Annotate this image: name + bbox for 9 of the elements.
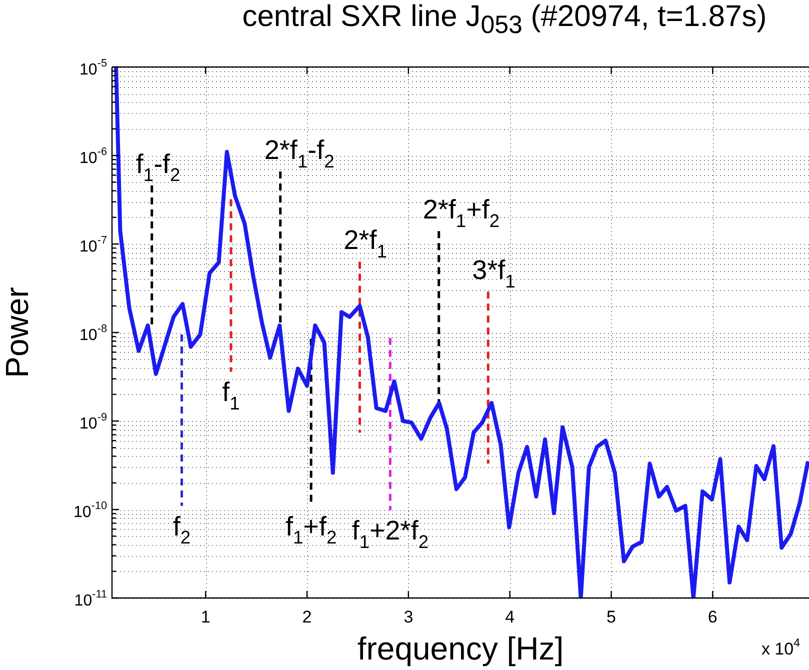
- y-axis-title: Power: [0, 286, 36, 378]
- x-tick-label: 4: [505, 608, 515, 627]
- x-tick-label: 3: [404, 608, 414, 627]
- chart-title: central SXR line J$_{053}$ (#20974, t=1.87s): [241, 0, 768, 40]
- x-tick-label: 5: [606, 608, 616, 627]
- x-tick-label: 1: [200, 608, 210, 627]
- x-tick-label: 6: [708, 608, 718, 627]
- x-tick-label: 2: [302, 608, 312, 627]
- x-axis-title: frequency [Hz]: [357, 630, 564, 667]
